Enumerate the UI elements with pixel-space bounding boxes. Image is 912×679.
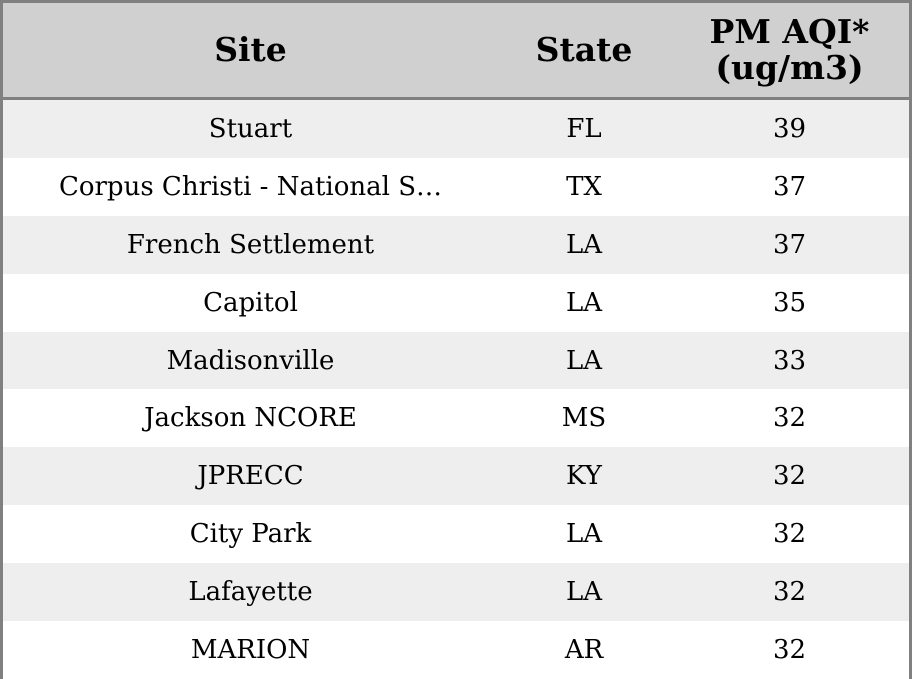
pm-aqi-cell: 37	[772, 229, 807, 260]
table-row: French Settlement LA 37	[3, 215, 909, 274]
header-pm-aqi: PM AQI* (ug/m3)	[670, 3, 909, 97]
state-cell: AR	[564, 634, 604, 665]
site-cell: MARION	[190, 634, 311, 665]
table-row: Lafayette LA 32	[3, 563, 909, 622]
table-row: Capitol LA 35	[3, 273, 909, 332]
state-cell: LA	[565, 229, 603, 260]
state-cell: KY	[566, 461, 602, 492]
table-row: Madisonville LA 33	[3, 331, 909, 390]
pm-aqi-cell: 32	[772, 403, 807, 434]
state-cell: TX	[566, 171, 602, 202]
pm-aqi-cell: 33	[772, 345, 807, 376]
state-cell: LA	[565, 519, 603, 550]
pm-aqi-cell: 32	[772, 519, 807, 550]
pm-aqi-cell: 35	[772, 287, 807, 318]
pm-aqi-cell: 32	[772, 461, 807, 492]
header-site: Site	[214, 30, 287, 69]
header-state: State	[535, 30, 633, 69]
state-cell: LA	[565, 577, 603, 608]
state-cell: LA	[565, 345, 603, 376]
table-row: Stuart FL 39	[3, 100, 909, 158]
site-cell: Jackson NCORE	[144, 403, 357, 434]
table-row: MARION AR 32	[3, 621, 909, 679]
pm-aqi-cell: 32	[772, 634, 807, 665]
site-cell: Madisonville	[166, 345, 335, 376]
site-cell: Stuart	[208, 113, 293, 144]
header-pm-aqi-line1: PM AQI*	[709, 12, 870, 51]
site-cell: Corpus Christi - National S…	[58, 171, 443, 202]
state-cell: FL	[566, 113, 602, 144]
header-row: Site State PM AQI* (ug/m3)	[3, 3, 909, 100]
table-row: Corpus Christi - National S… TX 37	[3, 157, 909, 216]
table-row: City Park LA 32	[3, 505, 909, 564]
state-cell: MS	[561, 403, 607, 434]
header-pm-aqi-line2: (ug/m3)	[715, 48, 864, 87]
state-cell: LA	[565, 287, 603, 318]
site-cell: City Park	[189, 519, 312, 550]
table-row: JPRECC KY 32	[3, 447, 909, 506]
site-cell: JPRECC	[197, 461, 304, 492]
site-cell: Lafayette	[188, 577, 313, 608]
pm-aqi-cell: 37	[772, 171, 807, 202]
table-body: Stuart FL 39 Corpus Christi - National S… TX…	[3, 100, 909, 679]
pm-aqi-cell: 39	[772, 113, 807, 144]
table-row: Jackson NCORE MS 32	[3, 389, 909, 448]
pm-aqi-cell: 32	[772, 577, 807, 608]
site-cell: French Settlement	[126, 229, 375, 260]
site-cell: Capitol	[203, 287, 298, 318]
